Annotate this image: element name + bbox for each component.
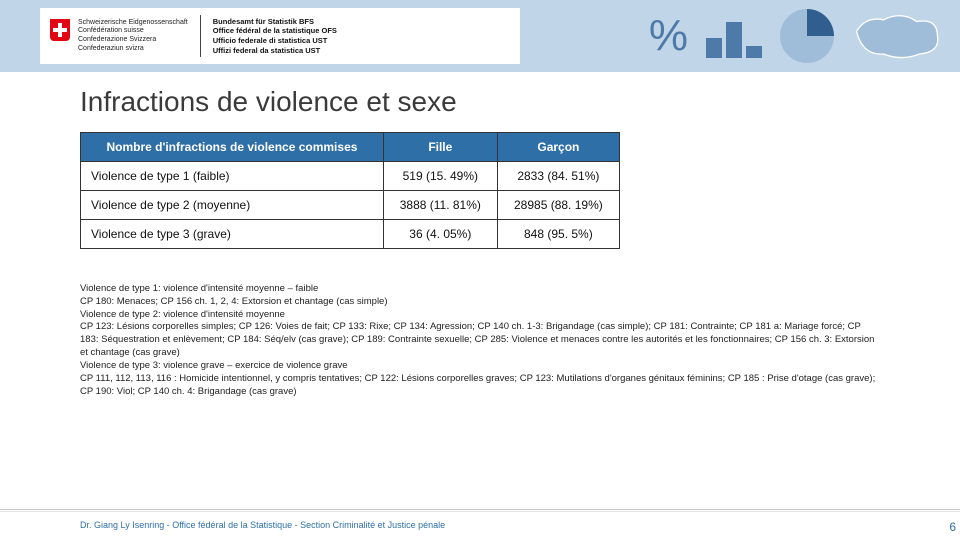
cell: Violence de type 3 (grave) bbox=[81, 220, 384, 249]
footer-text: Dr. Giang Ly Isenring - Office fédéral d… bbox=[80, 520, 445, 530]
swiss-confederation-logo: Schweizerische Eidgenossenschaft Confédé… bbox=[50, 19, 188, 54]
header-decor: % bbox=[560, 0, 960, 72]
table-header-row: Nombre d'infractions de violence commise… bbox=[81, 133, 620, 162]
office-line: Bundesamt für Statistik BFS bbox=[213, 17, 337, 27]
cell: Violence de type 1 (faible) bbox=[81, 162, 384, 191]
logo-panel: Schweizerische Eidgenossenschaft Confédé… bbox=[40, 8, 520, 64]
footer-rule bbox=[0, 509, 960, 510]
col-header: Garçon bbox=[497, 133, 619, 162]
violence-table: Nombre d'infractions de violence commise… bbox=[80, 132, 620, 249]
footer-rule-light bbox=[0, 511, 960, 512]
confed-line: Confederaziun svizra bbox=[78, 45, 188, 54]
cell: 2833 (84. 51%) bbox=[497, 162, 619, 191]
notes-block: Violence de type 1: violence d'intensité… bbox=[80, 283, 880, 398]
cell: 519 (15. 49%) bbox=[383, 162, 497, 191]
percent-icon: % bbox=[649, 11, 688, 61]
confed-line: Confédération suisse bbox=[78, 27, 188, 36]
note-line: CP 111, 112, 113, 116 : Homicide intenti… bbox=[80, 373, 880, 399]
confederation-text: Schweizerische Eidgenossenschaft Confédé… bbox=[78, 19, 188, 54]
col-header: Nombre d'infractions de violence commise… bbox=[81, 133, 384, 162]
swiss-shield-icon bbox=[50, 19, 70, 41]
col-header: Fille bbox=[383, 133, 497, 162]
table-row: Violence de type 1 (faible) 519 (15. 49%… bbox=[81, 162, 620, 191]
office-line: Office fédéral de la statistique OFS bbox=[213, 26, 337, 36]
bars-icon bbox=[706, 14, 762, 58]
page-number: 6 bbox=[949, 520, 956, 534]
note-line: Violence de type 2: violence d'intensité… bbox=[80, 309, 880, 322]
confed-line: Schweizerische Eidgenossenschaft bbox=[78, 19, 188, 28]
cell: Violence de type 2 (moyenne) bbox=[81, 191, 384, 220]
note-line: CP 123: Lésions corporelles simples; CP … bbox=[80, 321, 880, 359]
confed-line: Confederazione Svizzera bbox=[78, 36, 188, 45]
page-title: Infractions de violence et sexe bbox=[80, 86, 880, 118]
table-row: Violence de type 3 (grave) 36 (4. 05%) 8… bbox=[81, 220, 620, 249]
slide-body: Infractions de violence et sexe Nombre d… bbox=[0, 72, 960, 398]
note-line: Violence de type 3: violence grave – exe… bbox=[80, 360, 880, 373]
office-line: Uffizi federal da statistica UST bbox=[213, 46, 337, 56]
map-icon bbox=[852, 9, 942, 63]
office-line: Ufficio federale di statistica UST bbox=[213, 36, 337, 46]
cell: 3888 (11. 81%) bbox=[383, 191, 497, 220]
cell: 36 (4. 05%) bbox=[383, 220, 497, 249]
table-row: Violence de type 2 (moyenne) 3888 (11. 8… bbox=[81, 191, 620, 220]
cell: 28985 (88. 19%) bbox=[497, 191, 619, 220]
office-text: Bundesamt für Statistik BFS Office fédér… bbox=[213, 17, 337, 56]
header-band: Schweizerische Eidgenossenschaft Confédé… bbox=[0, 0, 960, 72]
note-line: CP 180: Menaces; CP 156 ch. 1, 2, 4: Ext… bbox=[80, 296, 880, 309]
note-line: Violence de type 1: violence d'intensité… bbox=[80, 283, 880, 296]
cell: 848 (95. 5%) bbox=[497, 220, 619, 249]
logo-divider bbox=[200, 15, 201, 57]
pie-icon bbox=[780, 9, 834, 63]
